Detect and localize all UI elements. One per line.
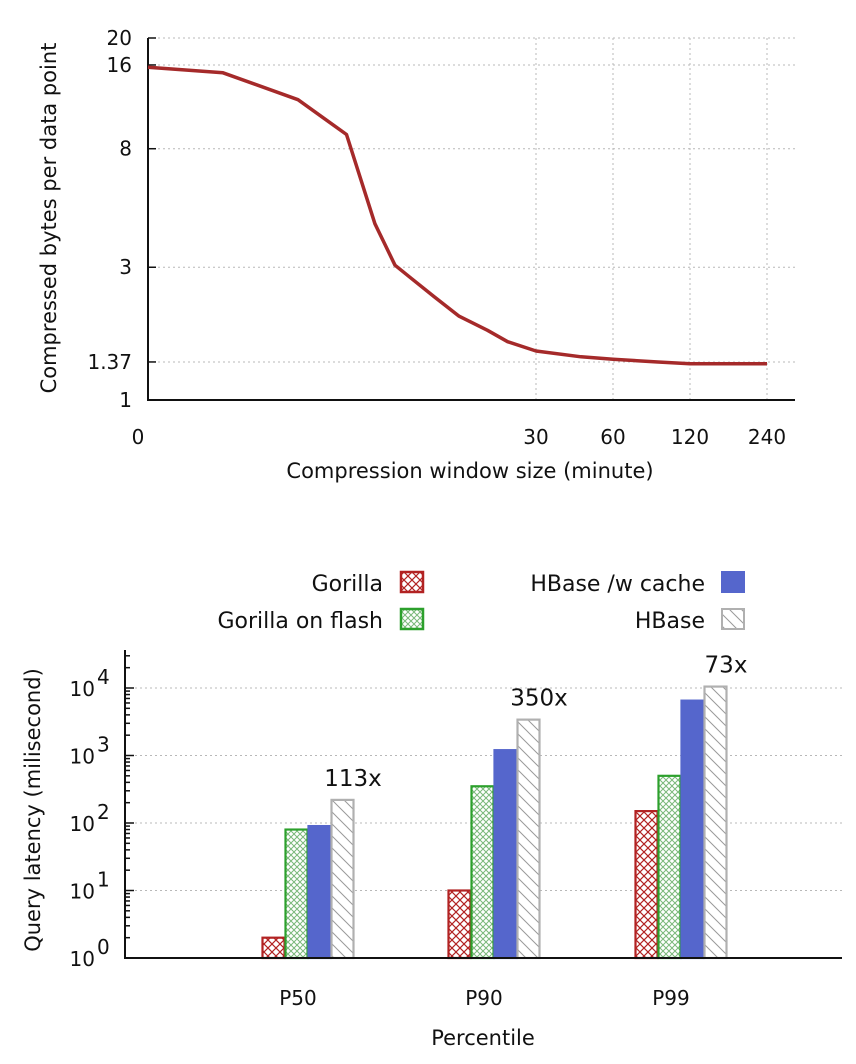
bar-ytick-label: 10 (70, 677, 95, 701)
line-series-path (147, 65, 767, 366)
line-ytick-label: 1.37 (87, 350, 132, 374)
bar-chart-legend: Gorilla Gorilla on flash HBase /w cache … (217, 570, 745, 634)
line-chart-xlabel: Compression window size (minute) (286, 459, 653, 483)
bar-ytick-label: 10 (70, 947, 95, 971)
line-xtick-label: 120 (671, 425, 709, 449)
bar-hbase-w-cache-p90 (493, 749, 518, 960)
bar-xtick-label: P50 (279, 986, 317, 1010)
legend-label-hbase: HBase (635, 609, 705, 634)
bar-hbase-p90 (516, 718, 541, 960)
line-ytick-label: 8 (119, 137, 132, 161)
legend-label-gorilla-on-flash: Gorilla on flash (217, 609, 383, 634)
bar-annotation-p99: 73x (705, 653, 748, 679)
bar-chart-annotations: 113x 350x 73x (324, 653, 747, 792)
bar-ytick-exponent: 4 (97, 665, 110, 689)
legend-swatch-hbase (721, 608, 745, 630)
bar-xtick-label: P90 (465, 986, 503, 1010)
legend-swatch-gorilla (399, 570, 425, 594)
line-ytick-label: 16 (107, 53, 132, 77)
bar-ytick-label: 10 (70, 880, 95, 904)
bar-ytick-label: 10 (70, 745, 95, 769)
bar-gorilla-p50 (261, 936, 286, 960)
legend-label-gorilla: Gorilla (312, 572, 383, 597)
line-xtick-label: 30 (523, 425, 548, 449)
bar-annotation-p50: 113x (324, 766, 382, 792)
line-xtick-label: 0 (132, 425, 145, 449)
bar-hbase-p99 (703, 685, 728, 960)
bar-chart-bars (261, 685, 728, 960)
line-chart-gridlines (148, 37, 795, 400)
legend-label-hbase-w-cache: HBase /w cache (530, 572, 705, 597)
bar-ytick-exponent: 1 (97, 868, 110, 892)
bar-ytick-label: 10 (70, 812, 95, 836)
bar-ytick-exponent: 0 (97, 935, 110, 959)
line-chart-ylabel: Compressed bytes per data point (37, 43, 61, 394)
line-chart-ticks: 1 1.37 3 8 16 20 0 30 60 120 240 (87, 26, 786, 449)
bar-gorilla-on-flash-p50 (284, 828, 309, 960)
bar-ytick-exponent: 3 (97, 733, 110, 757)
bar-ytick-exponent: 2 (97, 800, 110, 824)
bar-gorilla-on-flash-p90 (470, 785, 495, 960)
line-chart: 1 1.37 3 8 16 20 0 30 60 120 240 Compressed bytes … (37, 26, 795, 483)
line-ytick-label: 1 (119, 388, 132, 412)
bar-gorilla-p90 (447, 889, 472, 960)
legend-swatch-hbase-w-cache (721, 571, 745, 593)
line-xtick-label: 60 (600, 425, 625, 449)
bar-annotation-p90: 350x (510, 686, 568, 712)
bar-hbase-w-cache-p99 (680, 699, 705, 960)
bar-xtick-label: P99 (652, 986, 690, 1010)
bar-chart-ylabel: Query latency (milisecond) (21, 668, 45, 952)
line-ytick-label: 20 (107, 26, 132, 50)
line-xtick-label: 240 (748, 425, 786, 449)
bar-chart-xlabel: Percentile (431, 1026, 535, 1050)
legend-swatch-gorilla-on-flash (399, 607, 425, 631)
bar-gorilla-on-flash-p99 (657, 774, 682, 960)
bar-gorilla-p99 (634, 810, 659, 960)
bar-hbase-p50 (330, 798, 355, 960)
line-chart-axes (147, 38, 795, 401)
line-ytick-label: 3 (119, 255, 132, 279)
bar-hbase-w-cache-p50 (307, 824, 332, 960)
